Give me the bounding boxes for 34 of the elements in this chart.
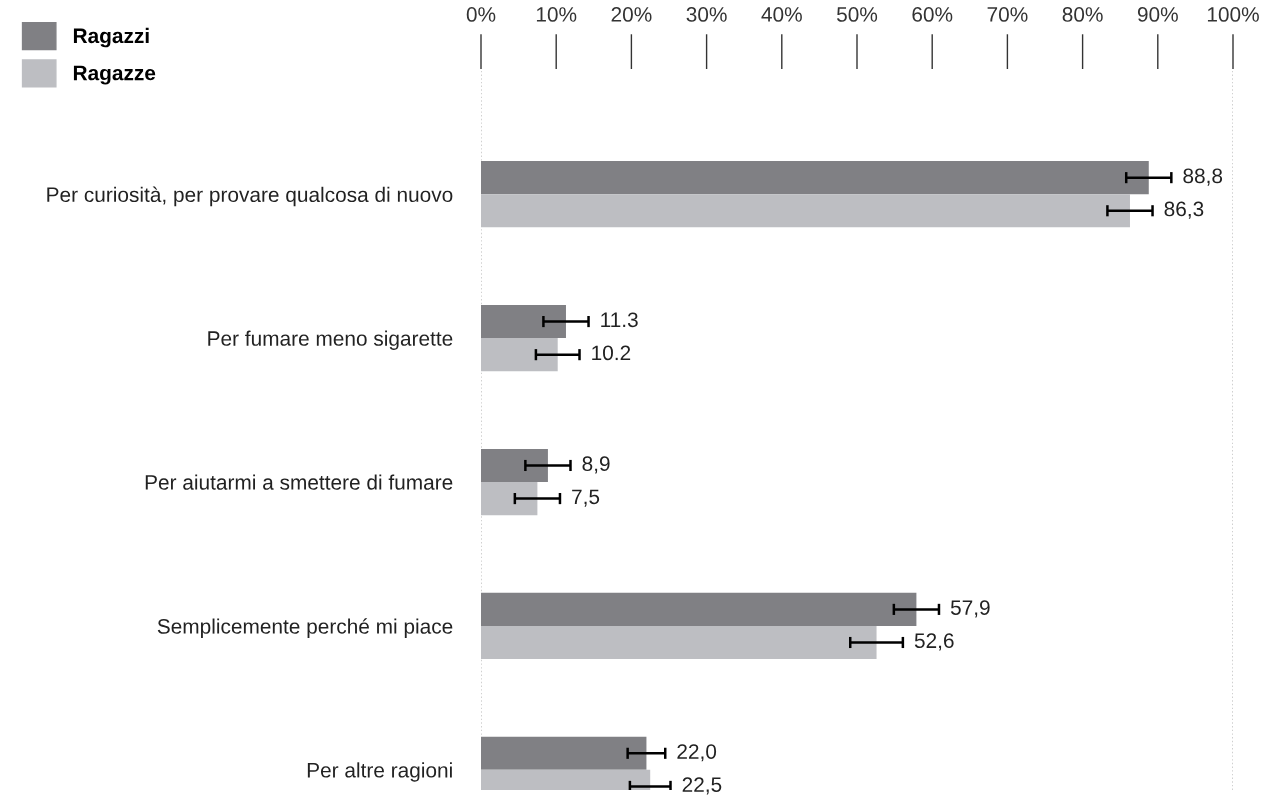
bar: [481, 194, 1130, 228]
bar: [481, 448, 548, 483]
y-tick-label: Per aiutarmi a smettere di fumare: [145, 474, 453, 490]
data-label: 22,0: [677, 744, 717, 762]
x-tick-label: 80%: [1062, 7, 1103, 22]
x-tick-label: 70%: [987, 7, 1028, 22]
data-label: 11.3: [601, 312, 638, 328]
x-tick-label: 30%: [686, 7, 727, 22]
bar: [481, 305, 566, 339]
x-tick-label: 0%: [466, 7, 496, 22]
data-label: 22,5: [682, 777, 722, 795]
data-label: 88,8: [1183, 168, 1223, 186]
x-tick-label: 60%: [912, 7, 953, 22]
data-label: 10.2: [592, 345, 631, 361]
bar: [481, 592, 917, 626]
y-tick-label: Semplicemente perché mi piace: [157, 618, 453, 638]
bar: [481, 161, 1149, 195]
legend-label: Ragazze: [73, 65, 156, 85]
bar: [481, 338, 558, 372]
data-label: 7,5: [572, 489, 600, 507]
x-tick-label: 20%: [611, 7, 652, 22]
x-tick-label: 50%: [836, 7, 878, 22]
data-label: 57,9: [950, 600, 990, 618]
x-tick-label: 100%: [1207, 7, 1259, 22]
x-tick-label: 10%: [536, 7, 577, 22]
data-label: 86,3: [1164, 201, 1204, 219]
x-tick-label: 40%: [761, 7, 802, 22]
y-tick-label: Per curiosità, per provare qualcosa di nuovo: [47, 186, 453, 207]
y-tick-label: Per altre ragioni: [307, 762, 452, 782]
x-tick-label: 90%: [1137, 7, 1178, 22]
data-label: 8,9: [582, 456, 610, 474]
y-tick-label: Per fumare meno sigarette: [208, 330, 453, 350]
legend-label: Ragazzi: [73, 27, 149, 48]
data-label: 52,6: [914, 633, 954, 651]
